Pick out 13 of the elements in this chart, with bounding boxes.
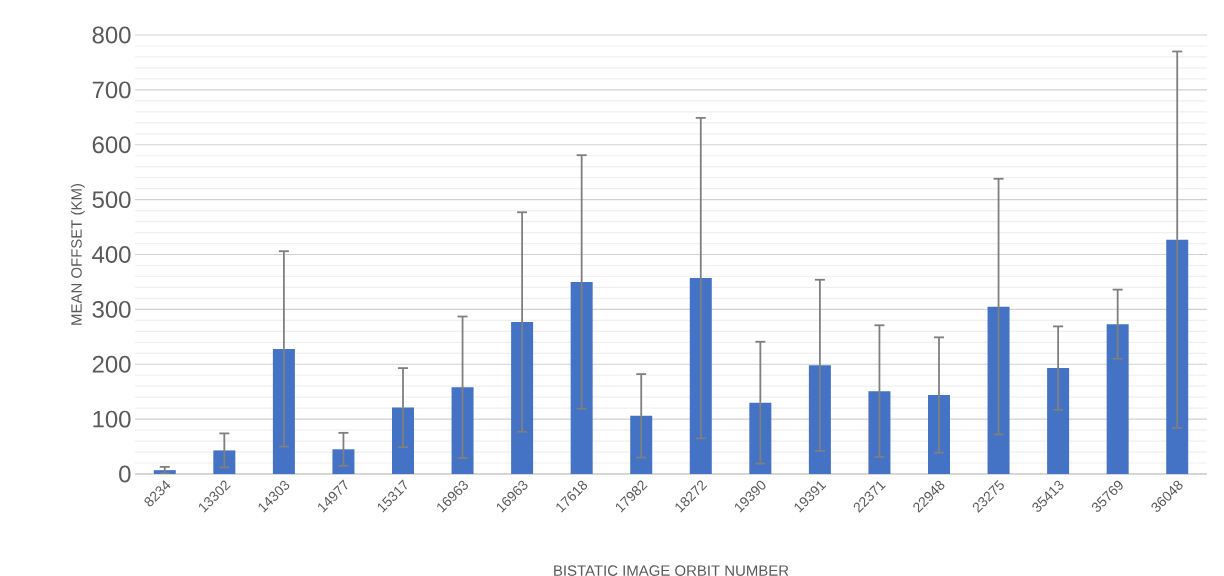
bar <box>1047 368 1070 474</box>
y-tick-label: 300 <box>92 300 131 318</box>
x-axis-title: BISTATIC IMAGE ORBIT NUMBER <box>554 565 789 576</box>
y-tick-label: 0 <box>119 465 131 483</box>
y-axis-title: MEAN OFFSET (KM) <box>70 184 85 325</box>
y-tick-label: 100 <box>93 410 131 428</box>
bar <box>1106 324 1129 474</box>
y-tick-label: 400 <box>92 246 131 263</box>
y-tick-label: 700 <box>92 81 131 99</box>
y-tick-label: 200 <box>92 355 131 373</box>
y-tick-label: 800 <box>92 26 131 44</box>
y-tick-label: 500 <box>92 191 131 209</box>
y-tick-label: 600 <box>92 136 131 154</box>
